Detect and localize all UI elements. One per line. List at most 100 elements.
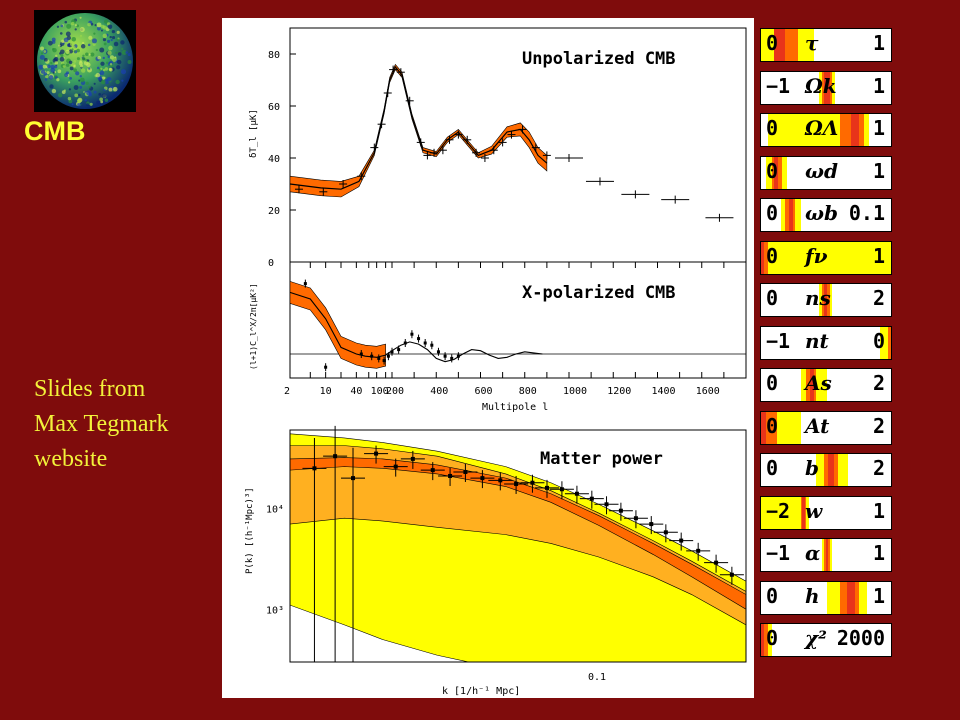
y-tick-label: 0 bbox=[268, 258, 274, 269]
data-point bbox=[303, 282, 307, 286]
data-point bbox=[393, 464, 398, 469]
y-axis-label: δT_l [μK] bbox=[249, 109, 259, 158]
parameter-name: nt bbox=[805, 328, 829, 353]
constraint-band bbox=[846, 581, 855, 614]
parameter-name: ΩΛ bbox=[805, 116, 839, 140]
parameter-box: −1 α 1 bbox=[760, 538, 892, 572]
parameter-low: 0 bbox=[766, 201, 779, 225]
parameter-box: 0 As 2 bbox=[760, 368, 892, 402]
parameter-high: 1 bbox=[872, 158, 885, 183]
parameter-constraints-column: 0 τ 1 −1 Ωk 1 0 ΩΛ 1 0 ωd 1 0 ωb 0.1 0 fν 1 0 ns 2 −1 nt 0 0 As 2 0… bbox=[760, 28, 894, 666]
parameter-name: τ bbox=[805, 31, 819, 55]
y-tick-label: 40 bbox=[268, 154, 280, 165]
parameter-box: 0 χ² 2000 bbox=[760, 623, 892, 657]
x-tick-label: 10 bbox=[320, 386, 332, 397]
data-point bbox=[370, 354, 374, 358]
data-point bbox=[403, 341, 407, 345]
x-tick-label: 1600 bbox=[696, 386, 720, 397]
cmb-sky-map-image bbox=[34, 10, 136, 112]
parameter-low: 0 bbox=[766, 243, 779, 268]
parameter-name: As bbox=[805, 371, 832, 395]
model-band-unpolarized bbox=[289, 63, 548, 198]
data-point bbox=[312, 466, 317, 471]
constraint-band bbox=[828, 454, 834, 486]
constraint-band bbox=[879, 326, 891, 359]
data-point bbox=[436, 350, 440, 354]
parameter-name: Ωk bbox=[805, 73, 837, 98]
x-tick-label: 1400 bbox=[652, 386, 676, 397]
parameter-box: −2 w 1 bbox=[760, 495, 892, 530]
parameter-high: 1 bbox=[872, 116, 885, 140]
credit-text: Slides from Max Tegmark website bbox=[34, 372, 224, 476]
panel-title: Matter power bbox=[540, 449, 663, 469]
parameter-low: 0 bbox=[766, 456, 779, 480]
parameter-high: 1 bbox=[872, 73, 885, 98]
parameter-name: fν bbox=[805, 243, 828, 268]
data-point bbox=[545, 485, 550, 490]
data-point bbox=[386, 354, 390, 358]
model-curve-x-polarized bbox=[289, 291, 543, 363]
parameter-box: 0 At 2 bbox=[760, 410, 892, 445]
parameter-low: 0 bbox=[766, 413, 779, 438]
cmb-globe bbox=[37, 13, 133, 109]
parameter-low: −1 bbox=[766, 328, 791, 353]
parameter-high: 1 bbox=[872, 31, 885, 55]
x-axis-label: k [1/h⁻¹ Mpc] bbox=[442, 686, 520, 697]
parameter-name: h bbox=[805, 583, 820, 608]
parameter-high: 2000 bbox=[836, 626, 885, 650]
constraint-band bbox=[824, 284, 827, 316]
constraint-band bbox=[825, 539, 829, 571]
constraint-band bbox=[761, 241, 764, 274]
parameter-box: 0 fν 1 bbox=[760, 240, 892, 275]
parameter-low: −2 bbox=[766, 498, 791, 523]
data-point bbox=[382, 359, 386, 363]
constraint-band bbox=[761, 624, 764, 656]
data-point bbox=[618, 508, 623, 513]
y-axis-label: P(k) [(h⁻¹Mpc)³] bbox=[245, 487, 255, 574]
parameter-box: −1 nt 0 bbox=[760, 325, 892, 360]
data-point bbox=[324, 365, 328, 369]
y-tick-label: 20 bbox=[268, 206, 280, 217]
parameter-high: 2 bbox=[872, 286, 885, 310]
data-point bbox=[417, 337, 421, 341]
x-tick-label: 1200 bbox=[607, 386, 631, 397]
panel-title: Unpolarized CMB bbox=[522, 49, 676, 69]
data-point bbox=[397, 348, 401, 352]
data-point bbox=[374, 451, 379, 456]
data-point bbox=[498, 478, 503, 483]
constraint-band bbox=[761, 411, 767, 444]
data-point bbox=[604, 502, 609, 507]
data-point bbox=[633, 516, 638, 521]
parameter-low: 0 bbox=[766, 626, 779, 650]
parameter-box: 0 ΩΛ 1 bbox=[760, 113, 892, 147]
panel-frame-x-polarized bbox=[289, 261, 747, 379]
figure-svg: 0 20 40 60 80 Unpolarized CMB δT_l [μK] X-polar… bbox=[245, 27, 747, 697]
panel-frame-unpolarized bbox=[289, 27, 747, 263]
constraint-band bbox=[824, 71, 830, 104]
constraint-band bbox=[761, 241, 891, 274]
constraint-band bbox=[774, 29, 785, 61]
parameter-box: 0 h 1 bbox=[760, 580, 892, 615]
panel-frame-matter-power bbox=[289, 429, 747, 663]
parameter-name: ωb bbox=[805, 201, 839, 225]
parameter-name: At bbox=[805, 413, 830, 438]
parameter-name: α bbox=[805, 541, 821, 565]
data-point bbox=[410, 332, 414, 336]
x-tick-label: 200 bbox=[386, 386, 404, 397]
constraint-band bbox=[850, 114, 859, 146]
y-tick-label: 10³ bbox=[266, 605, 284, 616]
data-point bbox=[530, 480, 535, 485]
data-point bbox=[390, 350, 394, 354]
parameter-low: 0 bbox=[766, 31, 779, 55]
parameter-box: 0 ns 2 bbox=[760, 283, 892, 317]
data-point bbox=[729, 572, 734, 577]
data-point bbox=[450, 356, 454, 360]
x-tick-label: 800 bbox=[519, 386, 537, 397]
x-tick-label: 400 bbox=[430, 386, 448, 397]
constraint-band bbox=[761, 624, 768, 656]
parameter-low: −1 bbox=[766, 541, 791, 565]
cosmology-figure: 0 20 40 60 80 Unpolarized CMB δT_l [μK] X-polar… bbox=[222, 18, 754, 698]
x-axis-label: Multipole l bbox=[482, 402, 548, 413]
data-point bbox=[333, 454, 338, 459]
constraint-band bbox=[774, 156, 779, 189]
